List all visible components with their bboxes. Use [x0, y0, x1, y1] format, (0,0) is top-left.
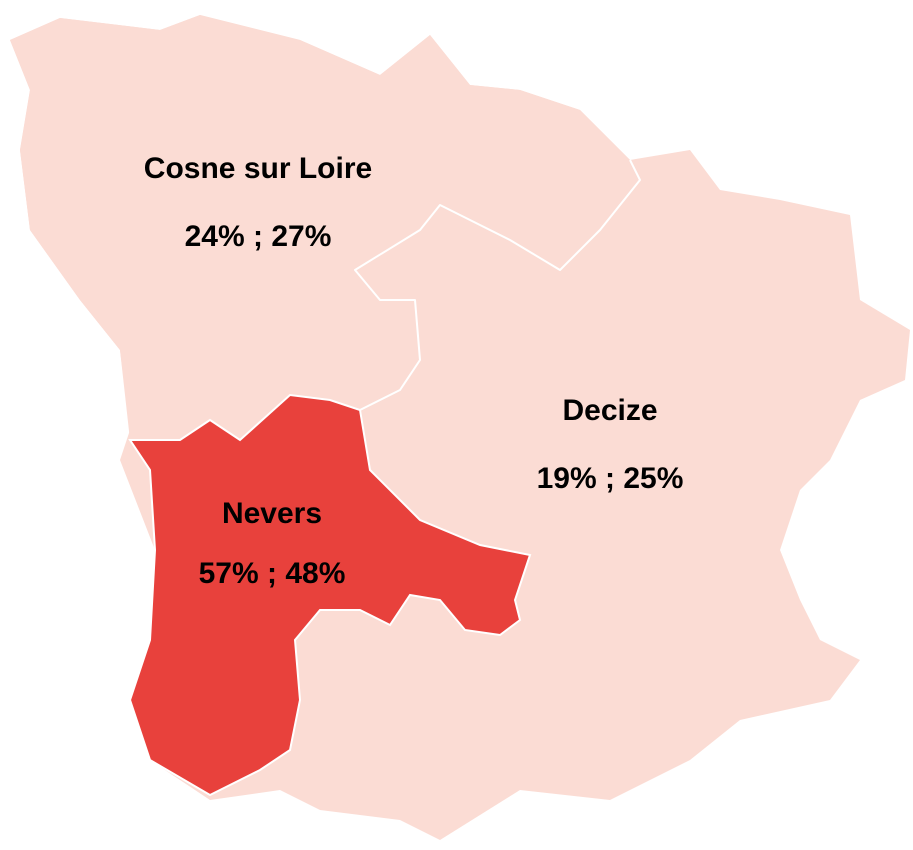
region-label: 24% ; 27% [185, 220, 332, 253]
region-border [354, 159, 641, 411]
region-label: 57% ; 48% [199, 557, 346, 590]
region-label: 19% ; 25% [537, 462, 684, 495]
region-cosne [10, 15, 640, 440]
region-name: Cosne sur Loire [144, 152, 372, 185]
region-name: Nevers [222, 497, 322, 530]
region-name: Decize [562, 394, 657, 427]
region-nevers [128, 393, 532, 797]
